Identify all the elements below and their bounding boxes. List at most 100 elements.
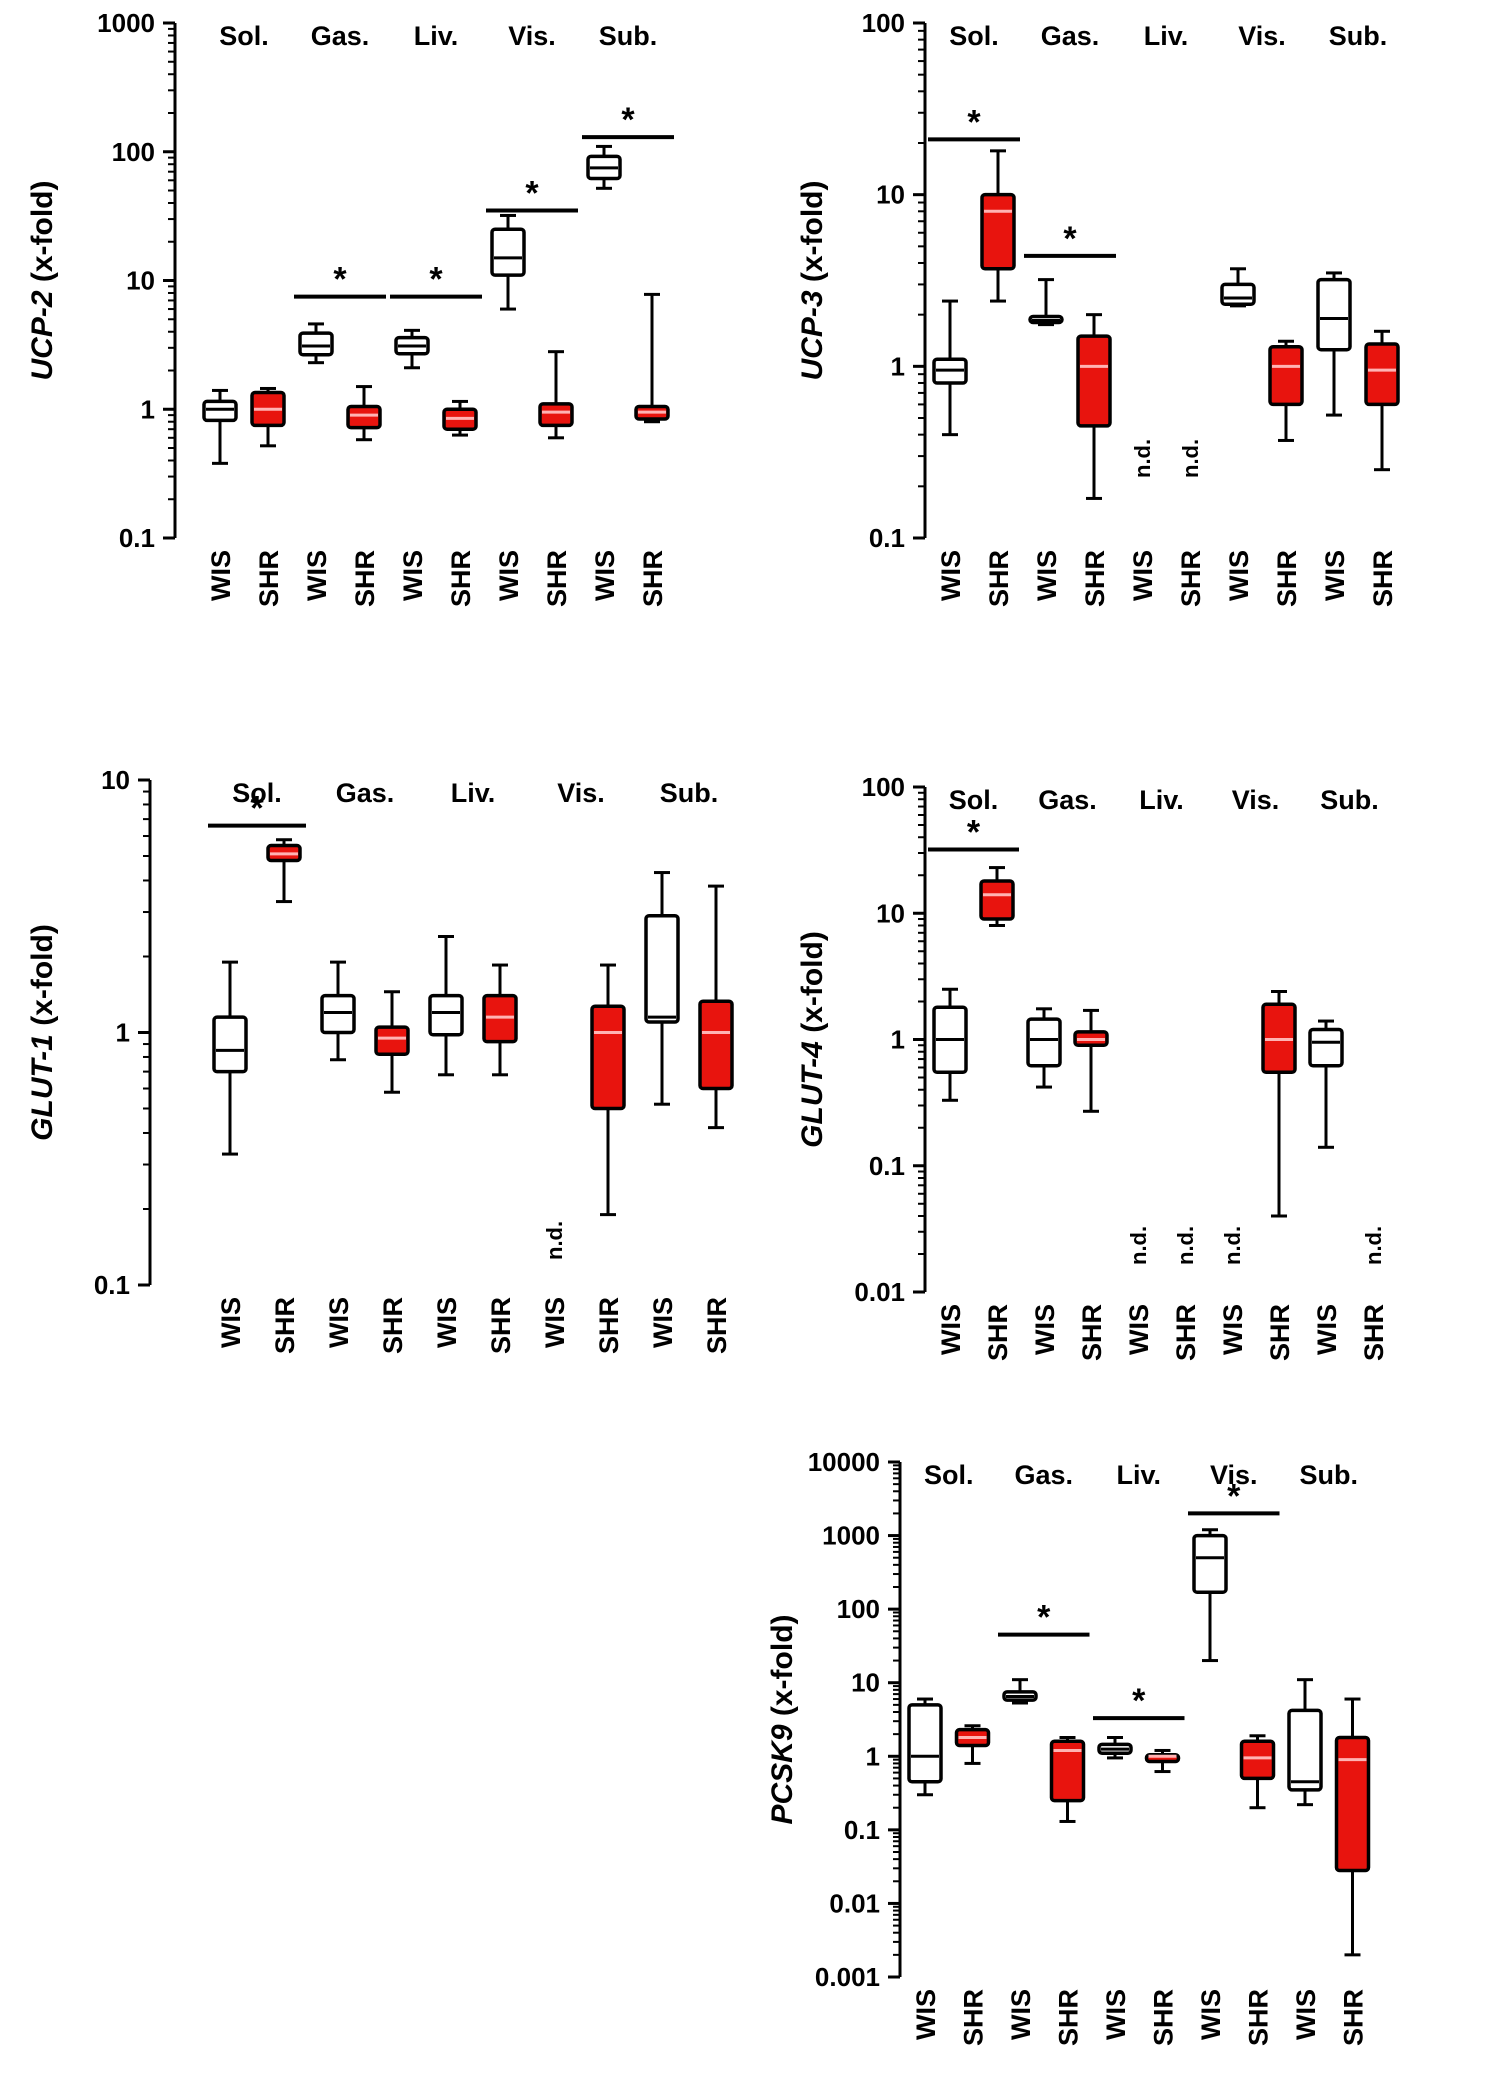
box-shr: [980, 149, 1016, 303]
x-tick-label: SHR: [1176, 550, 1206, 607]
iqr-box: [1308, 1027, 1344, 1068]
y-axis-label-unit: (x-fold): [26, 924, 59, 1034]
significance-marker: *: [998, 1599, 1090, 1637]
iqr-box: [644, 913, 680, 1024]
box-shr: [482, 963, 518, 1077]
iqr-box: [202, 399, 238, 423]
y-axis-label-unit: (x-fold): [796, 931, 829, 1041]
box-shr: [346, 385, 382, 442]
tissue-label: Liv.: [1144, 21, 1189, 51]
y-tick-label: 1000: [97, 8, 155, 38]
x-tick-label: WIS: [648, 1297, 678, 1348]
box-wis: [1026, 1007, 1062, 1089]
significance-star: *: [1037, 1599, 1051, 1637]
y-tick-label: 10: [876, 180, 905, 210]
x-tick-label: SHR: [1080, 550, 1110, 607]
box-shr: [442, 399, 478, 437]
iqr-box: [1364, 342, 1400, 407]
significance-marker: *: [294, 261, 386, 299]
iqr-box: [590, 1004, 626, 1111]
tissue-label: Vis.: [1210, 1460, 1258, 1490]
tissue-label: Liv.: [1139, 785, 1184, 815]
y-tick-label: 10: [851, 1668, 880, 1698]
box-wis: [212, 960, 248, 1156]
x-tick-label: SHR: [486, 1297, 516, 1354]
x-tick-label: WIS: [1218, 1304, 1248, 1355]
x-tick-label: WIS: [936, 550, 966, 601]
box-shr: [1364, 329, 1400, 472]
iqr-box: [979, 879, 1015, 921]
significance-star: *: [250, 790, 264, 828]
x-tick-label: WIS: [540, 1297, 570, 1348]
box-wis: [1002, 1678, 1038, 1705]
iqr-box: [1334, 1735, 1371, 1873]
nd-label: n.d.: [1178, 439, 1203, 478]
y-tick-label: 0.1: [94, 1270, 130, 1300]
tissue-label: Liv.: [1116, 1460, 1161, 1490]
tissue-label: Liv.: [451, 778, 496, 808]
x-tick-label: WIS: [911, 1989, 941, 2040]
iqr-box: [980, 192, 1016, 271]
significance-marker: *: [390, 261, 482, 299]
y-axis-label-gene: PCSK9: [766, 1724, 799, 1824]
x-tick-label: SHR: [1272, 550, 1302, 607]
box-wis: [644, 871, 680, 1106]
tissue-label: Gas.: [1041, 21, 1100, 51]
iqr-box: [346, 404, 382, 430]
x-tick-label: SHR: [446, 550, 476, 607]
box-shr: [590, 963, 626, 1217]
iqr-box: [1239, 1739, 1276, 1781]
y-axis-label: PCSK9 (x-fold): [766, 1614, 799, 1824]
box-wis: [1287, 1678, 1323, 1807]
tissue-label: Vis.: [508, 21, 556, 51]
significance-marker: *: [582, 101, 674, 139]
y-tick-label: 10: [126, 266, 155, 296]
y-tick-label: 100: [862, 772, 905, 802]
box-wis: [1316, 271, 1352, 417]
x-tick-label: SHR: [542, 550, 572, 607]
iqr-box: [1316, 277, 1352, 352]
iqr-box: [1076, 334, 1112, 428]
x-tick-label: SHR: [1368, 550, 1398, 607]
box-wis: [298, 322, 334, 365]
y-tick-label: 0.01: [854, 1277, 905, 1307]
iqr-box: [374, 1025, 410, 1057]
tissue-label: Sol.: [949, 21, 999, 51]
tissue-label: Gas.: [1038, 785, 1097, 815]
pcsk9-chart: 0.001 0.01 0.1 1 10 100 1000 10000 PCSK9 (x-fold…: [766, 1447, 1371, 2046]
iqr-box: [490, 227, 526, 277]
x-tick-label: WIS: [1128, 550, 1158, 601]
x-tick-label: WIS: [1312, 1304, 1342, 1355]
tissue-label: Sol.: [232, 778, 282, 808]
tissue-label: Gas.: [311, 21, 370, 51]
nd-label: n.d.: [542, 1221, 567, 1260]
x-tick-label: SHR: [638, 550, 668, 607]
y-axis-label: UCP-3 (x-fold): [796, 181, 829, 381]
ucp3-chart: 0.1 1 10 100 UCP-3 (x-fold) Sol. Gas. Liv. Vis. S…: [796, 8, 1400, 607]
x-tick-label: SHR: [1149, 1989, 1179, 2046]
y-tick-label: 1: [891, 1025, 905, 1055]
tissue-label: Sub.: [660, 778, 719, 808]
iqr-box: [907, 1703, 943, 1784]
y-tick-label: 1000: [822, 1521, 880, 1551]
x-tick-label: WIS: [1124, 1304, 1154, 1355]
box-shr: [979, 866, 1015, 927]
y-tick-label: 10000: [808, 1447, 880, 1477]
x-tick-label: SHR: [1171, 1304, 1201, 1361]
y-axis-label: GLUT-1 (x-fold): [26, 924, 59, 1141]
iqr-box: [1049, 1739, 1086, 1803]
significance-marker: *: [928, 103, 1020, 142]
y-tick-label: 10: [101, 765, 130, 795]
x-tick-label: WIS: [1032, 550, 1062, 601]
significance-star: *: [525, 174, 539, 212]
box-shr: [1049, 1736, 1086, 1823]
x-tick-label: SHR: [1265, 1304, 1295, 1361]
box-shr: [1261, 989, 1297, 1218]
box-wis: [1220, 267, 1256, 308]
box-wis: [1028, 278, 1064, 327]
x-tick-label: SHR: [254, 550, 284, 607]
x-tick-label: SHR: [378, 1297, 408, 1354]
y-axis-label-gene: GLUT-4: [796, 1041, 829, 1148]
significance-star: *: [429, 261, 443, 299]
x-tick-label: SHR: [702, 1297, 732, 1354]
